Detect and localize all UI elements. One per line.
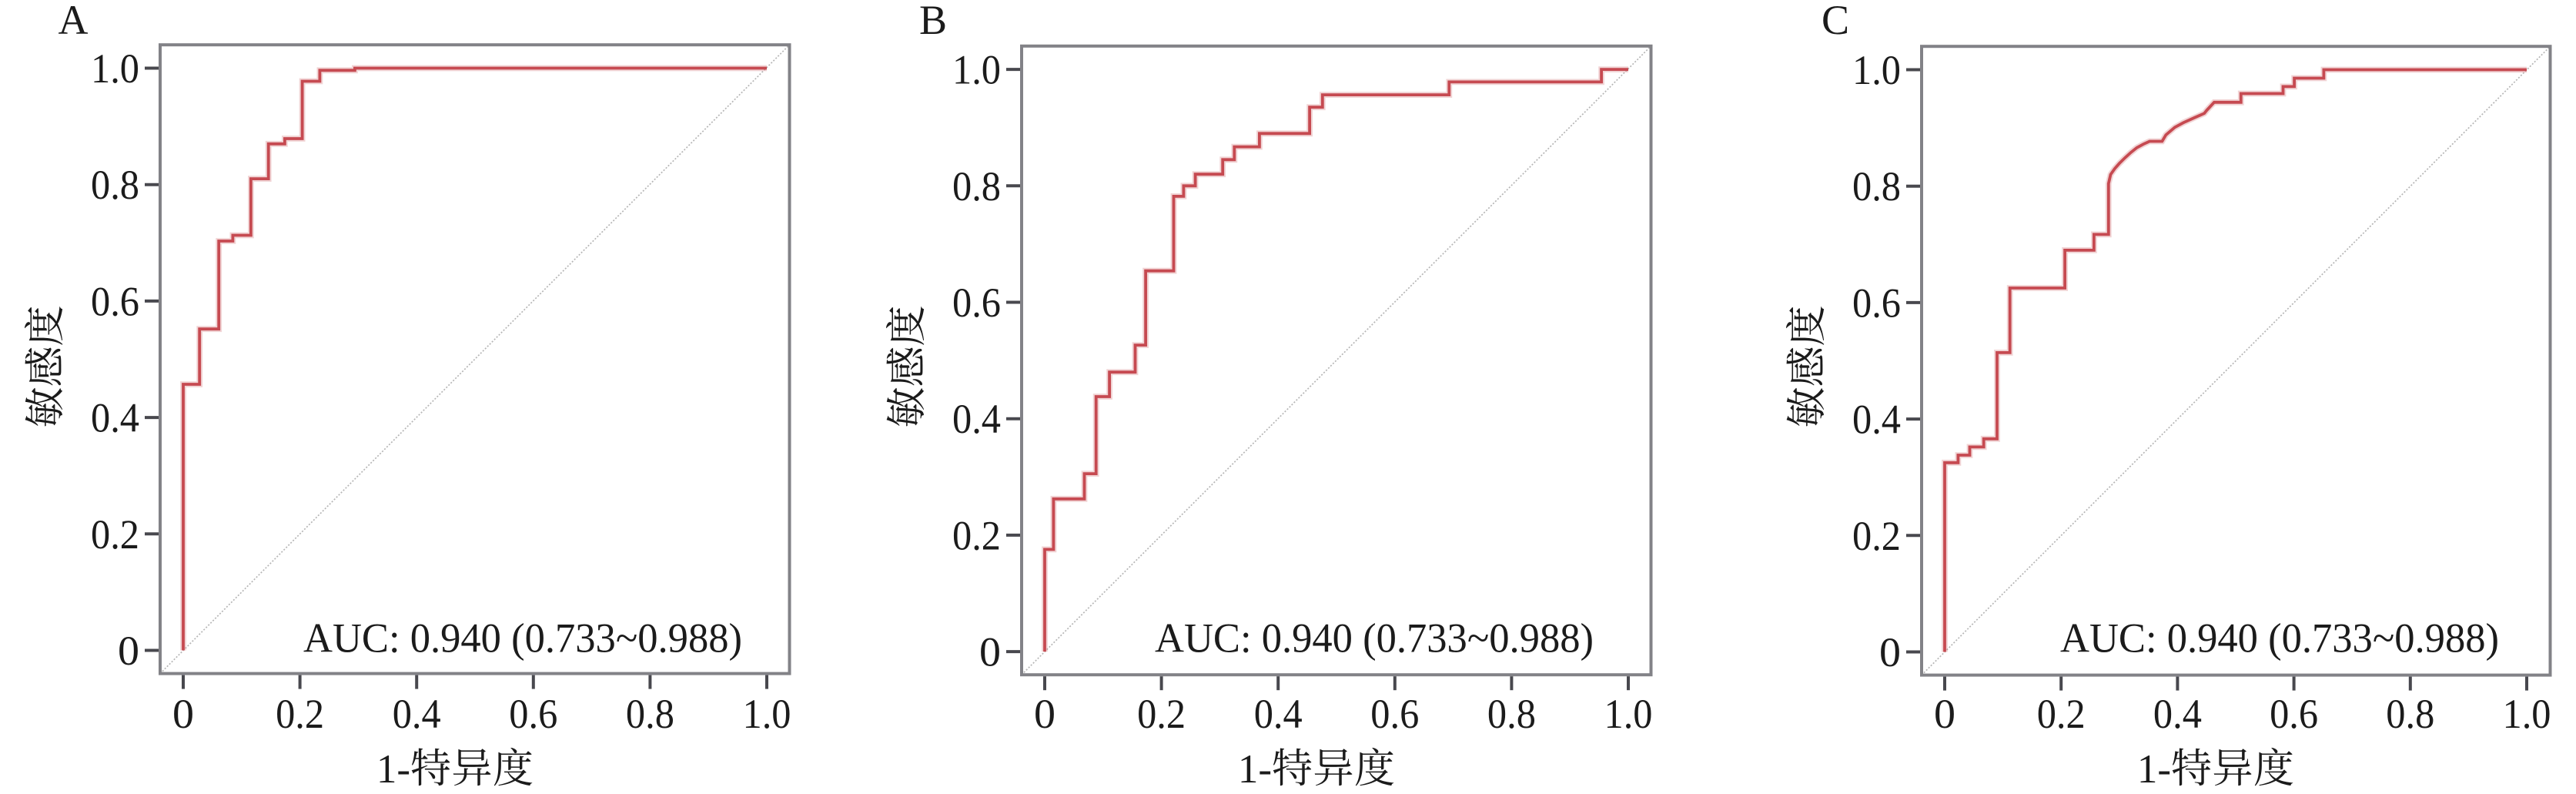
svg-text:1-: 1- <box>2137 747 2171 792</box>
svg-text:0.2: 0.2 <box>2037 691 2086 737</box>
svg-text:0.2: 0.2 <box>1137 691 1186 737</box>
svg-text:1.0: 1.0 <box>952 47 1001 93</box>
svg-text:0.6: 0.6 <box>1852 280 1901 326</box>
svg-text:1.0: 1.0 <box>91 45 139 92</box>
svg-text:0: 0 <box>172 691 194 737</box>
svg-text:0: 0 <box>118 628 139 674</box>
svg-text:A: A <box>59 0 89 43</box>
svg-text:0.8: 0.8 <box>1487 691 1536 737</box>
svg-text:0.6: 0.6 <box>1370 691 1419 737</box>
svg-text:1-: 1- <box>1238 747 1272 792</box>
svg-text:0.8: 0.8 <box>2386 691 2434 737</box>
svg-text:0.2: 0.2 <box>1852 513 1901 559</box>
svg-text:0.4: 0.4 <box>1254 691 1303 737</box>
svg-text:0: 0 <box>1934 691 1955 737</box>
svg-text:B: B <box>919 0 947 43</box>
svg-text:AUC: 0.940 (0.733~0.988): AUC: 0.940 (0.733~0.988) <box>303 615 742 662</box>
svg-text:0.6: 0.6 <box>2270 691 2318 737</box>
svg-text:0: 0 <box>979 629 1001 675</box>
svg-text:0.6: 0.6 <box>509 691 557 737</box>
svg-text:1.0: 1.0 <box>743 691 791 737</box>
svg-text:0.4: 0.4 <box>952 396 1001 442</box>
svg-text:0.2: 0.2 <box>276 691 324 737</box>
svg-text:0.2: 0.2 <box>952 512 1001 558</box>
svg-text:0: 0 <box>1034 691 1055 737</box>
svg-text:C: C <box>1822 0 1849 43</box>
svg-text:0.4: 0.4 <box>2153 691 2202 737</box>
svg-text:1.0: 1.0 <box>1604 691 1653 737</box>
svg-text:1.0: 1.0 <box>2503 691 2551 737</box>
svg-text:0.4: 0.4 <box>1852 397 1901 443</box>
svg-text:0.6: 0.6 <box>952 280 1001 326</box>
svg-text:0.8: 0.8 <box>1852 163 1901 209</box>
svg-text:AUC: 0.940 (0.733~0.988): AUC: 0.940 (0.733~0.988) <box>2060 615 2499 662</box>
svg-text:0.8: 0.8 <box>91 162 139 208</box>
svg-text:1-: 1- <box>376 747 410 792</box>
svg-text:0.4: 0.4 <box>393 691 441 737</box>
svg-text:AUC: 0.940 (0.733~0.988): AUC: 0.940 (0.733~0.988) <box>1155 615 1594 662</box>
svg-text:0.4: 0.4 <box>91 395 139 441</box>
svg-text:0.6: 0.6 <box>91 278 139 324</box>
svg-text:0.2: 0.2 <box>91 511 139 558</box>
svg-text:1.0: 1.0 <box>1852 47 1901 93</box>
svg-text:0.8: 0.8 <box>626 691 674 737</box>
svg-text:0: 0 <box>1879 629 1901 675</box>
svg-text:0.8: 0.8 <box>952 163 1001 209</box>
